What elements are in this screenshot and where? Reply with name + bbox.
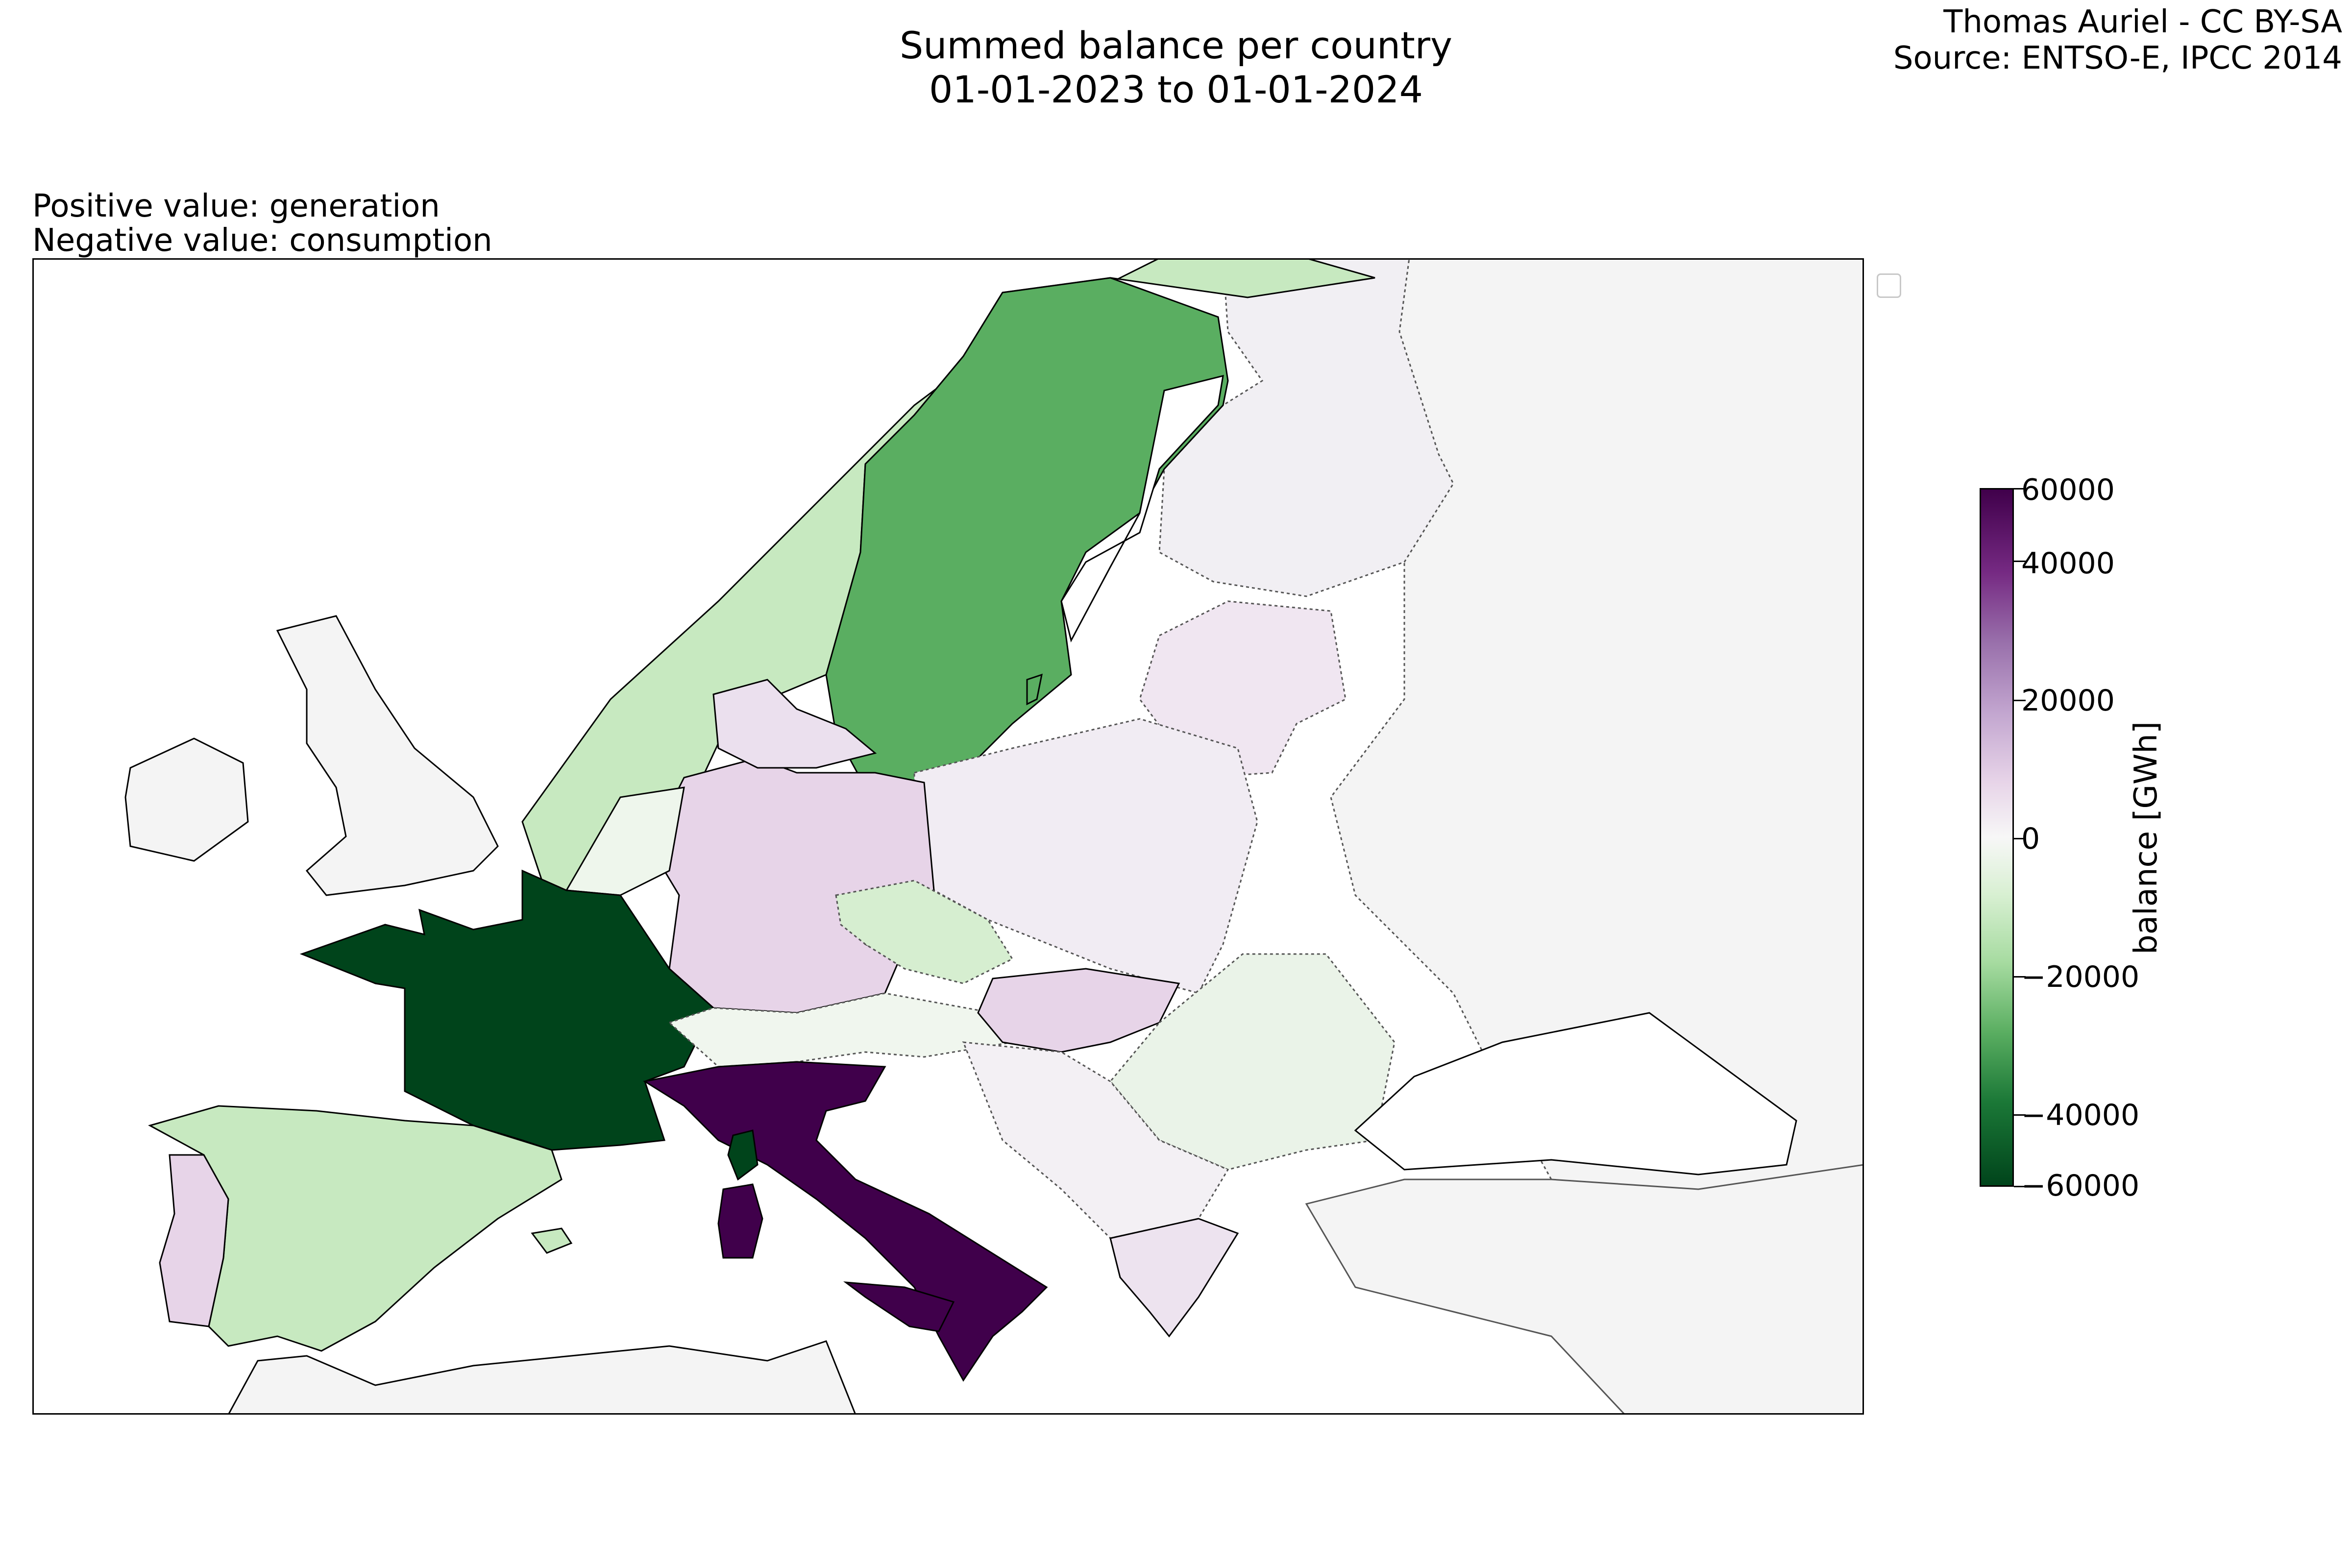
- title-line-1: Summed balance per country: [899, 24, 1453, 67]
- colorbar-tick-label: 60000: [2021, 473, 2115, 507]
- region-denmark: [712, 679, 877, 769]
- colorbar: [1980, 488, 2014, 1187]
- region-sardinia: [717, 1183, 763, 1259]
- map-subtitle: Positive value: generation Negative valu…: [32, 189, 492, 258]
- colorbar-tick: [2014, 976, 2026, 978]
- region-north-africa: [227, 1340, 857, 1415]
- region-balkans: [962, 1041, 1229, 1239]
- region-greece: [1109, 1218, 1239, 1338]
- region-gotland: [1026, 673, 1043, 706]
- empty-legend-box: [1877, 273, 1901, 298]
- colorbar-tick: [2014, 1186, 2026, 1187]
- region-balearics: [531, 1227, 573, 1254]
- credit-text: Thomas Auriel - CC BY-SA Source: ENTSO-E…: [1893, 4, 2342, 76]
- region-sweden: [825, 277, 1229, 803]
- colorbar-tick-label: −40000: [2021, 1098, 2140, 1132]
- region-great-britain: [276, 615, 499, 896]
- colorbar-tick-label: 40000: [2021, 546, 2115, 581]
- credit-source: Source: ENTSO-E, IPCC 2014: [1893, 40, 2342, 76]
- title-line-2: 01-01-2023 to 01-01-2024: [929, 68, 1423, 111]
- subtitle-positive: Positive value: generation: [32, 188, 440, 224]
- region-turkey: [1305, 1164, 1864, 1415]
- colorbar-tick: [2014, 700, 2026, 701]
- colorbar-tick-label: −60000: [2021, 1169, 2140, 1203]
- region-czechia: [835, 880, 1014, 984]
- colorbar-tick-label: 20000: [2021, 684, 2115, 718]
- colorbar-tick: [2014, 561, 2026, 562]
- colorbar-tick-label: −20000: [2021, 960, 2140, 994]
- map-title: Summed balance per country 01-01-2023 to…: [735, 24, 1617, 112]
- black-sea: [1354, 1012, 1797, 1176]
- colorbar-tick: [2014, 488, 2026, 490]
- colorbar-label: balance [GWh]: [2128, 721, 2164, 955]
- colorbar-tick: [2014, 1114, 2026, 1116]
- region-ireland: [124, 737, 249, 862]
- colorbar-tick-label: 0: [2021, 822, 2040, 856]
- credit-author: Thomas Auriel - CC BY-SA: [1943, 4, 2342, 40]
- map-frame: [32, 258, 1864, 1415]
- region-sicily: [843, 1281, 955, 1332]
- gulf-of-bothnia: [1060, 374, 1224, 643]
- europe-map: [32, 258, 1864, 1415]
- region-finland: [1158, 258, 1454, 597]
- region-portugal: [159, 1154, 229, 1327]
- subtitle-negative: Negative value: consumption: [32, 222, 492, 259]
- colorbar-tick: [2014, 838, 2026, 839]
- region-hungary: [977, 968, 1180, 1053]
- region-corsica: [727, 1129, 759, 1181]
